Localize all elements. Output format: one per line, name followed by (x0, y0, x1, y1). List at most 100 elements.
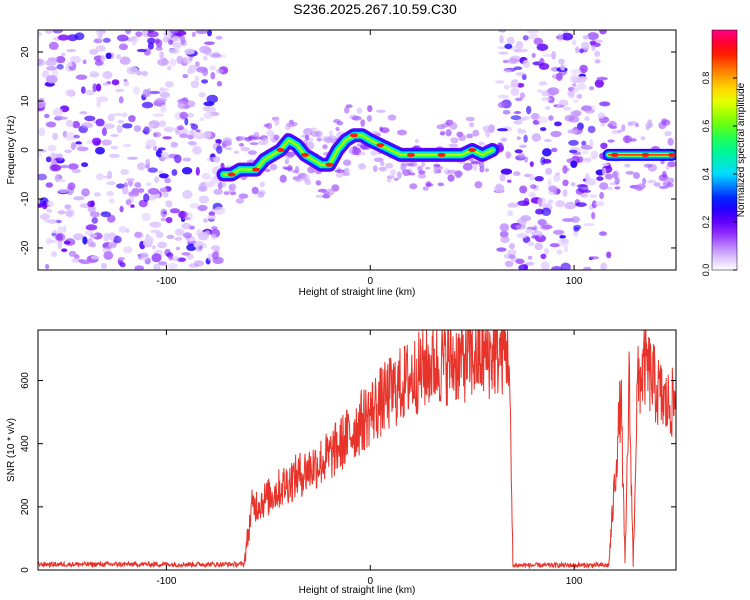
halo-blob (371, 130, 378, 134)
noise-blob (177, 210, 188, 219)
noise-blob (573, 230, 579, 237)
noise-blob (576, 184, 588, 188)
halo-blob (261, 137, 269, 145)
noise-blob (73, 134, 80, 139)
noise-blob (81, 122, 93, 129)
noise-blob (576, 83, 587, 91)
noise-blob (204, 181, 215, 188)
noise-blob (122, 112, 128, 118)
halo-blob (269, 163, 278, 171)
halo-blob (366, 115, 372, 122)
noise-blob (211, 251, 219, 260)
noise-blob (525, 261, 535, 266)
noise-blob (52, 132, 59, 141)
halo-blob (462, 162, 473, 171)
halo-blob (306, 141, 315, 150)
halo-blob (622, 135, 633, 144)
noise-blob (168, 255, 174, 261)
halo-blob (344, 106, 350, 114)
noise-blob (45, 264, 50, 270)
noise-blob (188, 64, 197, 74)
noise-blob (195, 61, 200, 68)
noise-blob (515, 258, 525, 265)
noise-blob (558, 99, 569, 107)
halo-blob (662, 170, 667, 179)
x-tick-label: 100 (566, 576, 583, 587)
noise-blob (502, 59, 509, 64)
noise-blob (172, 256, 180, 262)
noise-blob (567, 129, 578, 134)
y-tick-label: 0 (20, 567, 31, 573)
noise-blob (101, 262, 107, 270)
halo-blob (397, 171, 402, 179)
halo-blob (304, 179, 311, 186)
noise-blob (82, 59, 87, 65)
noise-blob (122, 144, 132, 148)
halo-blob (422, 186, 429, 191)
noise-blob (547, 87, 560, 96)
noise-blob (528, 33, 539, 40)
noise-blob (155, 97, 167, 103)
noise-blob (75, 74, 88, 80)
noise-blob (134, 265, 145, 270)
noise-blob (530, 112, 540, 121)
halo-blob (287, 164, 293, 172)
halo-blob (352, 146, 357, 149)
noise-blob (522, 59, 531, 69)
noise-blob (203, 101, 215, 107)
noise-blob (145, 182, 152, 187)
noise-blob (513, 120, 523, 125)
noise-blob (571, 39, 577, 46)
noise-blob (164, 81, 174, 88)
noise-blob (572, 87, 579, 93)
halo-blob (408, 172, 416, 176)
colorbar-tick-label: 0.8 (701, 72, 711, 85)
noise-blob (147, 42, 154, 50)
noise-blob (529, 174, 535, 181)
signal-peak (407, 152, 415, 157)
noise-blob (496, 247, 507, 252)
halo-blob (640, 136, 646, 141)
noise-blob (579, 64, 588, 74)
noise-blob (98, 33, 103, 42)
noise-blob (519, 144, 527, 148)
halo-blob (380, 160, 385, 167)
halo-blob (221, 182, 227, 188)
halo-blob (653, 182, 661, 187)
noise-blob (591, 211, 596, 220)
noise-blob (534, 176, 544, 182)
noise-blob (596, 76, 608, 81)
noise-blob (563, 106, 572, 111)
noise-blob (506, 36, 515, 45)
noise-blob (94, 60, 104, 66)
noise-blob (168, 48, 180, 54)
noise-blob (213, 206, 226, 215)
halo-blob (315, 194, 325, 198)
noise-blob (515, 97, 523, 102)
noise-blob (204, 47, 212, 56)
halo-blob (439, 131, 446, 136)
noise-blob (179, 133, 190, 139)
noise-blob (203, 218, 208, 223)
halo-blob (614, 186, 621, 190)
noise-blob (581, 41, 590, 51)
noise-blob (192, 145, 202, 155)
noise-blob (559, 235, 566, 239)
y-tick-label: 0 (20, 147, 31, 153)
halo-blob (274, 118, 280, 126)
noise-blob (507, 179, 512, 183)
halo-blob (322, 194, 331, 199)
noise-blob (599, 30, 607, 35)
noise-blob (73, 196, 85, 201)
noise-blob (115, 88, 125, 93)
halo-blob (393, 177, 399, 181)
snr-panel (38, 330, 676, 570)
noise-blob (181, 217, 191, 220)
noise-blob (211, 226, 218, 230)
noise-blob (62, 225, 67, 233)
noise-blob (85, 89, 95, 96)
noise-blob (580, 193, 589, 198)
noise-blob (556, 249, 563, 255)
noise-blob (45, 182, 54, 188)
noise-blob (507, 210, 513, 217)
